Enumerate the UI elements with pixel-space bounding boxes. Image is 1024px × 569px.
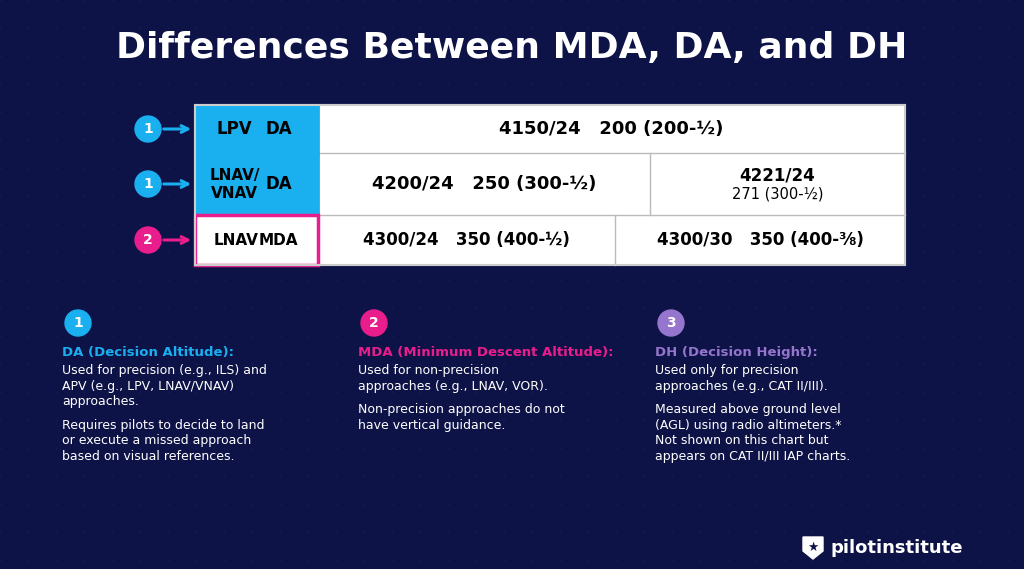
Circle shape — [135, 227, 161, 253]
Text: 271 (300-½): 271 (300-½) — [732, 187, 823, 201]
Text: LNAV/: LNAV/ — [209, 167, 260, 183]
Text: LPV: LPV — [217, 120, 252, 138]
Bar — [318, 105, 905, 153]
Text: 1: 1 — [143, 177, 153, 191]
Text: Used for precision (e.g., ILS) and: Used for precision (e.g., ILS) and — [62, 364, 267, 377]
Text: Used only for precision: Used only for precision — [655, 364, 799, 377]
Text: 4300/24   350 (400-½): 4300/24 350 (400-½) — [364, 231, 570, 249]
Text: approaches.: approaches. — [62, 395, 139, 408]
Text: LNAV: LNAV — [214, 233, 259, 248]
Bar — [195, 153, 318, 215]
Text: have vertical guidance.: have vertical guidance. — [358, 419, 506, 431]
Text: DH (Decision Height):: DH (Decision Height): — [655, 346, 818, 359]
Circle shape — [65, 310, 91, 336]
Bar — [195, 153, 318, 215]
Bar — [318, 153, 650, 215]
Bar — [615, 215, 905, 265]
Text: APV (e.g., LPV, LNAV/VNAV): APV (e.g., LPV, LNAV/VNAV) — [62, 380, 234, 393]
Text: DA: DA — [265, 120, 292, 138]
Text: 2: 2 — [143, 233, 153, 247]
Text: based on visual references.: based on visual references. — [62, 450, 234, 463]
Text: approaches (e.g., CAT II/III).: approaches (e.g., CAT II/III). — [655, 380, 827, 393]
Text: DA: DA — [265, 175, 292, 193]
Text: MDA: MDA — [259, 233, 298, 248]
Text: Differences Between MDA, DA, and DH: Differences Between MDA, DA, and DH — [117, 31, 907, 65]
Circle shape — [658, 310, 684, 336]
Text: pilotinstitute: pilotinstitute — [830, 539, 963, 557]
Text: ★: ★ — [807, 541, 818, 554]
Text: 4300/30   350 (400-⅜): 4300/30 350 (400-⅜) — [656, 231, 863, 249]
Text: Non-precision approaches do not: Non-precision approaches do not — [358, 403, 565, 416]
Bar — [195, 105, 318, 153]
Polygon shape — [803, 537, 823, 559]
Bar — [650, 153, 905, 215]
Text: appears on CAT II/III IAP charts.: appears on CAT II/III IAP charts. — [655, 450, 850, 463]
Text: DA (Decision Altitude):: DA (Decision Altitude): — [62, 346, 234, 359]
Text: Requires pilots to decide to land: Requires pilots to decide to land — [62, 419, 264, 431]
Text: or execute a missed approach: or execute a missed approach — [62, 434, 251, 447]
Text: 3: 3 — [667, 316, 676, 330]
Text: 4150/24   200 (200-½): 4150/24 200 (200-½) — [500, 120, 724, 138]
Text: Not shown on this chart but: Not shown on this chart but — [655, 434, 828, 447]
Bar — [195, 215, 318, 265]
Bar — [318, 215, 615, 265]
Bar — [195, 105, 905, 265]
Text: 2: 2 — [369, 316, 379, 330]
Bar — [195, 105, 905, 265]
Circle shape — [361, 310, 387, 336]
Circle shape — [135, 116, 161, 142]
Text: 4221/24: 4221/24 — [739, 166, 815, 184]
Text: 1: 1 — [143, 122, 153, 136]
Text: 4200/24   250 (300-½): 4200/24 250 (300-½) — [372, 175, 596, 193]
Text: VNAV: VNAV — [211, 185, 258, 200]
Text: (AGL) using radio altimeters.*: (AGL) using radio altimeters.* — [655, 419, 842, 431]
Text: Used for non-precision: Used for non-precision — [358, 364, 499, 377]
Circle shape — [135, 171, 161, 197]
Bar — [195, 105, 318, 153]
Text: MDA (Minimum Descent Altitude):: MDA (Minimum Descent Altitude): — [358, 346, 613, 359]
Text: 1: 1 — [73, 316, 83, 330]
Text: approaches (e.g., LNAV, VOR).: approaches (e.g., LNAV, VOR). — [358, 380, 548, 393]
Text: Measured above ground level: Measured above ground level — [655, 403, 841, 416]
